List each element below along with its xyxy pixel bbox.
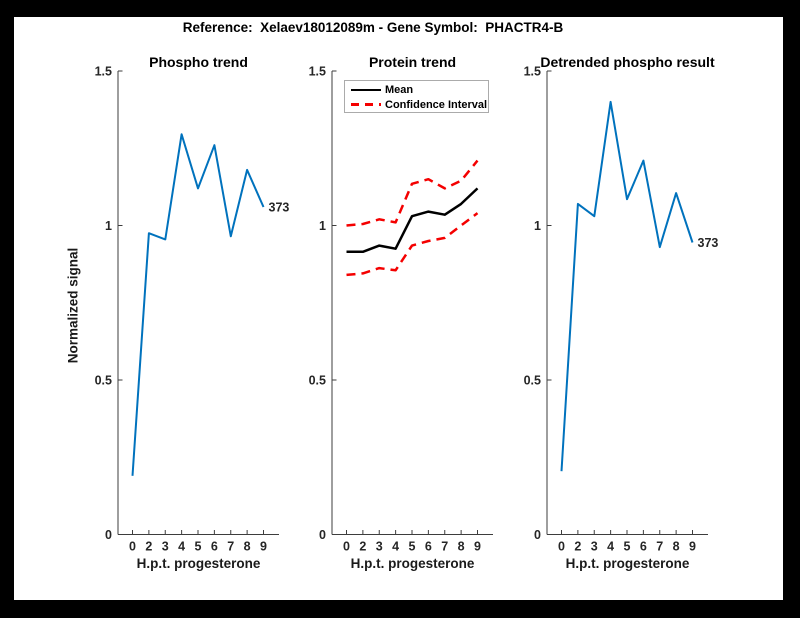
series-end-label: 373 <box>698 236 719 250</box>
svg-text:9: 9 <box>474 540 481 554</box>
legend: Mean Confidence Interval <box>344 80 489 113</box>
svg-text:4: 4 <box>178 540 185 554</box>
series-end-label: 373 <box>269 200 290 214</box>
figure-title: Reference: Xelaev18012089m - Gene Symbol… <box>182 20 564 35</box>
y-axis-label: Normalized signal <box>65 247 81 364</box>
svg-text:0.5: 0.5 <box>95 374 112 388</box>
svg-text:9: 9 <box>689 540 696 554</box>
svg-text:7: 7 <box>441 540 448 554</box>
svg-text:4: 4 <box>607 540 614 554</box>
legend-label-confidence-interval: Confidence Interval <box>385 98 488 111</box>
svg-text:6: 6 <box>211 540 218 554</box>
svg-text:7: 7 <box>656 540 663 554</box>
svg-text:8: 8 <box>458 540 465 554</box>
svg-text:9: 9 <box>260 540 267 554</box>
svg-text:0: 0 <box>558 540 565 554</box>
svg-text:0: 0 <box>319 528 326 542</box>
svg-text:1: 1 <box>105 219 112 233</box>
svg-text:5: 5 <box>409 540 416 554</box>
legend-item-confidence-interval: Confidence Interval <box>351 97 488 112</box>
svg-text:2: 2 <box>574 540 581 554</box>
svg-text:0.5: 0.5 <box>524 374 541 388</box>
x-axis-label-1: H.p.t. progesterone <box>136 556 261 571</box>
svg-text:8: 8 <box>673 540 680 554</box>
svg-text:1: 1 <box>319 219 326 233</box>
svg-text:1.5: 1.5 <box>309 65 326 79</box>
svg-text:0: 0 <box>343 540 350 554</box>
svg-text:1.5: 1.5 <box>524 65 541 79</box>
svg-text:3: 3 <box>591 540 598 554</box>
svg-text:0.5: 0.5 <box>309 374 326 388</box>
svg-text:3: 3 <box>162 540 169 554</box>
svg-text:1: 1 <box>534 219 541 233</box>
svg-text:5: 5 <box>624 540 631 554</box>
legend-item-mean: Mean <box>351 82 488 97</box>
protein-trend-title: Protein trend <box>368 54 457 70</box>
svg-text:8: 8 <box>244 540 251 554</box>
legend-label-mean: Mean <box>385 83 414 96</box>
svg-text:7: 7 <box>227 540 234 554</box>
x-axis-label-2: H.p.t. progesterone <box>350 556 475 571</box>
confidence-interval-line-icon <box>351 103 381 106</box>
svg-text:4: 4 <box>392 540 399 554</box>
svg-text:2: 2 <box>145 540 152 554</box>
svg-text:0: 0 <box>105 528 112 542</box>
svg-text:2: 2 <box>359 540 366 554</box>
matlab-figure: Reference: Xelaev18012089m - Gene Symbol… <box>14 17 783 600</box>
svg-text:6: 6 <box>640 540 647 554</box>
detrended-phospho-title: Detrended phospho result <box>540 54 715 70</box>
mean-line-icon <box>351 88 381 91</box>
svg-text:5: 5 <box>195 540 202 554</box>
phospho-trend-title: Phospho trend <box>149 54 248 70</box>
svg-text:6: 6 <box>425 540 432 554</box>
svg-text:3: 3 <box>376 540 383 554</box>
svg-text:1.5: 1.5 <box>95 65 112 79</box>
svg-text:0: 0 <box>534 528 541 542</box>
svg-text:0: 0 <box>129 540 136 554</box>
x-axis-label-3: H.p.t. progesterone <box>565 556 690 571</box>
protein-trend-chart: 00.511.50 2 3 4 5 6 7 8 9 <box>309 65 493 554</box>
